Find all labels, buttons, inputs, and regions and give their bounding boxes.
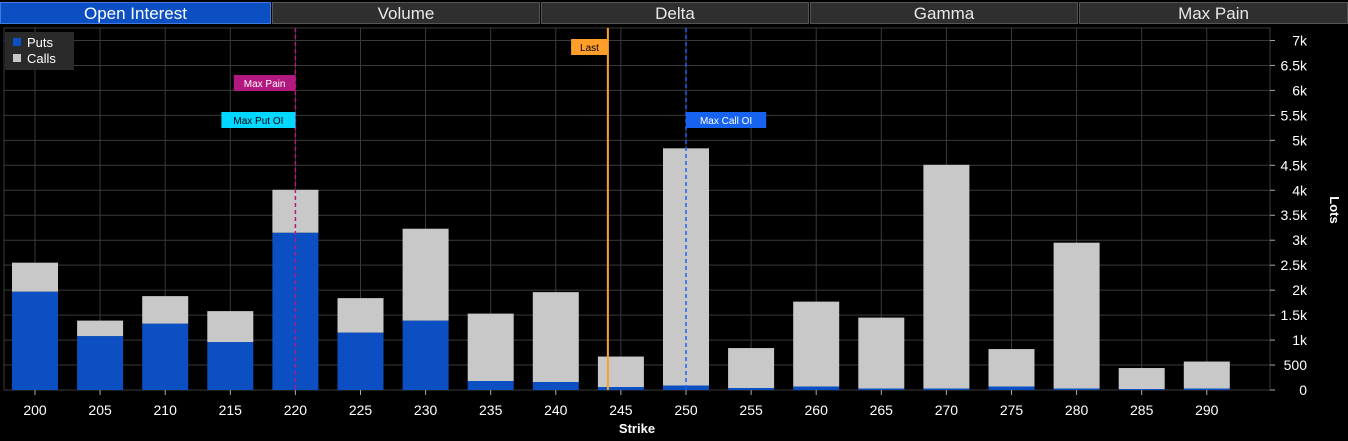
bar-puts xyxy=(207,342,254,390)
y-tick-label: 1k xyxy=(1292,332,1308,348)
x-tick-label: 255 xyxy=(739,402,763,418)
x-tick-label: 250 xyxy=(674,402,698,418)
tab-gamma[interactable]: Gamma xyxy=(810,2,1078,24)
bar-calls xyxy=(1118,368,1165,390)
x-tick-label: 225 xyxy=(349,402,373,418)
x-tick-label: 205 xyxy=(88,402,112,418)
bar-calls xyxy=(467,313,514,382)
bar-calls xyxy=(207,311,254,343)
x-tick-label: 260 xyxy=(805,402,829,418)
x-tick-label: 210 xyxy=(154,402,178,418)
bar-puts xyxy=(1183,388,1230,390)
tab-max-pain[interactable]: Max Pain xyxy=(1079,2,1348,24)
bar-calls xyxy=(1053,242,1100,389)
x-tick-label: 235 xyxy=(479,402,503,418)
chart-type-tabs: Open Interest Volume Delta Gamma Max Pai… xyxy=(0,2,1348,26)
legend-item-calls[interactable]: Calls xyxy=(13,52,56,66)
bar-puts xyxy=(988,386,1035,390)
bar-puts xyxy=(532,382,579,390)
y-tick-label: 1.5k xyxy=(1281,307,1308,323)
bar-calls xyxy=(923,164,970,389)
marker-tag-label: Max Put OI xyxy=(233,116,283,127)
y-tick-label: 4k xyxy=(1292,182,1308,198)
tab-volume[interactable]: Volume xyxy=(272,2,540,24)
bar-puts xyxy=(1118,389,1165,390)
y-tick-label: 500 xyxy=(1284,357,1308,373)
bar-calls xyxy=(532,292,579,383)
bar-calls xyxy=(988,349,1035,387)
chart-legend: Puts Calls xyxy=(5,32,74,70)
y-tick-label: 7k xyxy=(1292,32,1308,48)
tab-open-interest[interactable]: Open Interest xyxy=(0,2,271,24)
y-tick-label: 5.5k xyxy=(1281,107,1308,123)
legend-swatch-puts xyxy=(13,38,21,46)
marker-tag-label: Last xyxy=(580,43,599,54)
bar-puts xyxy=(1053,388,1100,390)
y-tick-label: 6.5k xyxy=(1281,57,1308,73)
bar-puts xyxy=(467,381,514,390)
y-tick-label: 0 xyxy=(1299,382,1307,398)
x-tick-label: 220 xyxy=(284,402,308,418)
bar-puts xyxy=(12,291,58,390)
x-tick-label: 275 xyxy=(1000,402,1024,418)
bar-puts xyxy=(793,386,840,390)
marker-tag xyxy=(571,39,608,55)
tab-delta[interactable]: Delta xyxy=(541,2,809,24)
x-tick-label: 245 xyxy=(609,402,633,418)
bar-puts xyxy=(728,388,775,390)
y-tick-label: 3.5k xyxy=(1281,207,1308,223)
bar-calls xyxy=(12,262,58,292)
y-tick-label: 2k xyxy=(1292,282,1308,298)
x-tick-label: 285 xyxy=(1130,402,1154,418)
marker-tag xyxy=(686,112,767,128)
bar-calls xyxy=(597,356,644,388)
legend-item-puts[interactable]: Puts xyxy=(13,36,53,50)
x-tick-label: 270 xyxy=(935,402,959,418)
bar-calls xyxy=(1183,361,1230,389)
x-tick-label: 265 xyxy=(870,402,894,418)
bar-calls xyxy=(77,320,124,337)
bar-puts xyxy=(858,388,905,390)
x-axis-title: Strike xyxy=(619,421,655,436)
bar-calls xyxy=(728,348,775,389)
bar-puts xyxy=(402,320,449,390)
bar-calls xyxy=(858,317,905,389)
legend-swatch-calls xyxy=(13,54,21,62)
bar-calls xyxy=(402,228,449,321)
x-tick-label: 280 xyxy=(1065,402,1089,418)
bar-puts xyxy=(597,387,644,390)
x-tick-label: 215 xyxy=(219,402,243,418)
y-tick-label: 4.5k xyxy=(1281,157,1308,173)
x-tick-label: 290 xyxy=(1195,402,1219,418)
y-tick-label: 5k xyxy=(1292,132,1308,148)
bar-puts xyxy=(923,388,970,390)
bar-puts xyxy=(337,332,384,390)
bar-puts xyxy=(142,323,189,390)
legend-label-puts: Puts xyxy=(27,35,54,50)
y-tick-label: 3k xyxy=(1292,232,1308,248)
legend-label-calls: Calls xyxy=(27,51,56,66)
marker-tag xyxy=(221,112,296,128)
marker-tag-label: Max Pain xyxy=(244,79,286,90)
bar-calls xyxy=(337,298,384,333)
x-tick-label: 240 xyxy=(544,402,568,418)
marker-tag-label: Max Call OI xyxy=(700,116,752,127)
bar-calls xyxy=(793,301,840,387)
x-tick-label: 200 xyxy=(23,402,47,418)
x-tick-label: 230 xyxy=(414,402,438,418)
marker-tag xyxy=(233,75,296,91)
bar-calls xyxy=(142,296,189,324)
bar-puts xyxy=(77,336,124,390)
y-tick-label: 2.5k xyxy=(1281,257,1308,273)
y-axis-title: Lots xyxy=(1327,196,1342,223)
y-tick-label: 6k xyxy=(1292,82,1308,98)
